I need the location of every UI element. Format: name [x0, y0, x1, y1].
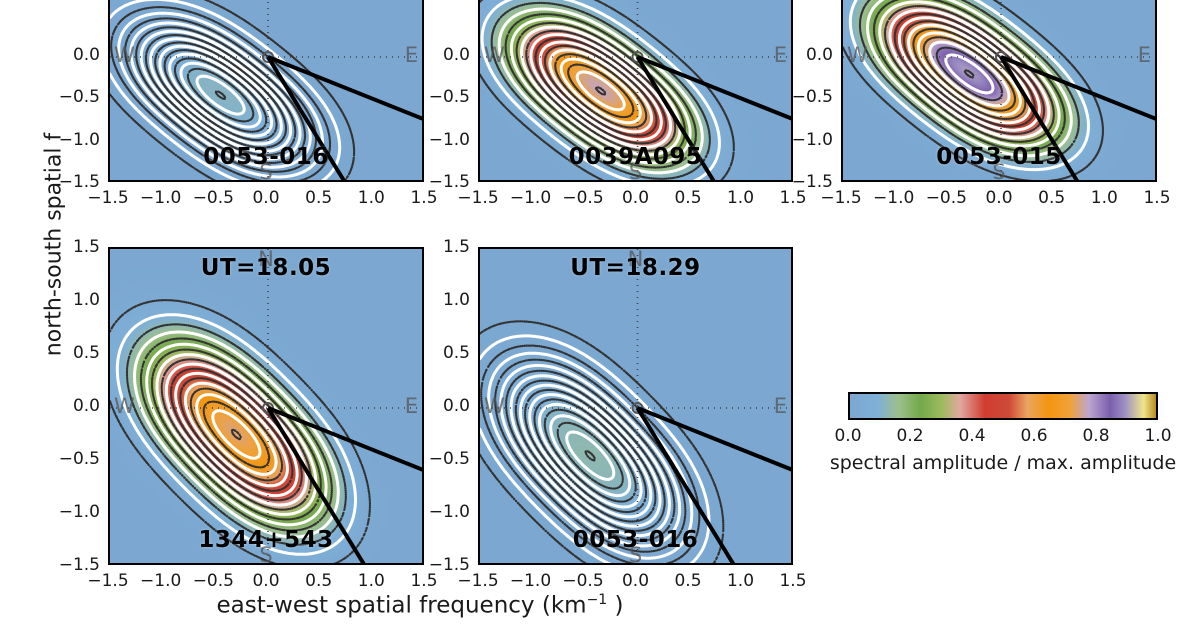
contour-overlay — [480, 249, 791, 563]
x-tick-label: 1.0 — [357, 571, 385, 591]
x-tick-label: −0.5 — [192, 571, 234, 591]
y-tick-label: −1.5 — [428, 172, 470, 192]
x-tick-label: 1.5 — [1143, 188, 1171, 208]
y-tick-label: 0.0 — [442, 45, 470, 65]
y-tick-label: −1.0 — [428, 502, 470, 522]
x-tick-label: −0.5 — [562, 188, 604, 208]
y-tick-label: −1.5 — [428, 555, 470, 575]
y-tick-label: 0.5 — [442, 343, 470, 363]
x-tick-label: −0.5 — [925, 188, 967, 208]
x-tick-label: 0.0 — [621, 188, 650, 208]
x-tick-label: 0.5 — [674, 188, 702, 208]
colorbar-label: spectral amplitude / max. amplitude — [829, 452, 1177, 474]
x-tick-label: 1.0 — [726, 188, 755, 208]
y-tick-label: −1.0 — [428, 129, 470, 150]
x-tick-label: 0.0 — [985, 188, 1013, 208]
x-axis-label-text: east-west spatial frequency (km — [216, 592, 587, 619]
pointer-line — [635, 406, 736, 563]
y-tick-label: 0.0 — [72, 396, 100, 416]
x-tick-label: −0.5 — [192, 188, 234, 208]
y-tick-label: 1.5 — [72, 237, 100, 257]
contour-overlay — [110, 249, 422, 563]
plot-panel-0053-015[interactable]: WENS0053-015 — [841, 0, 1157, 182]
colorbar-tick-label: 0.4 — [958, 426, 986, 446]
pointer-line — [266, 55, 346, 180]
plot-panel-1344+543[interactable]: W E N S UT=18.05 1344+543 — [108, 247, 424, 565]
y-tick-label: −1.0 — [58, 502, 100, 522]
pointer-line — [635, 55, 716, 180]
colorbar-tick-label: 0.0 — [834, 426, 862, 446]
y-tick-label: 0.0 — [442, 396, 470, 416]
y-tick-label: −0.5 — [58, 449, 100, 469]
plot-panel-0053-016[interactable]: WENS0053-016 — [108, 0, 424, 182]
pointer-line — [636, 406, 791, 472]
pointer-line — [1000, 55, 1155, 121]
y-tick-label: −0.5 — [58, 87, 100, 108]
x-tick-label: −0.5 — [562, 571, 604, 591]
y-tick-label: −1.0 — [791, 129, 833, 150]
x-tick-label: 0.5 — [305, 571, 333, 591]
y-tick-label: −1.5 — [791, 172, 833, 192]
colorbar-tick-label: 0.6 — [1020, 426, 1048, 446]
x-tick-label: 1.0 — [357, 188, 385, 208]
x-tick-label: 0.5 — [674, 571, 702, 591]
colorbar-tick-label: 0.8 — [1082, 426, 1110, 446]
x-tick-label: 1.0 — [726, 571, 755, 591]
y-tick-label: 0.5 — [72, 343, 100, 363]
x-tick-label: −1.0 — [873, 188, 915, 208]
x-tick-label: 0.0 — [621, 571, 650, 591]
x-tick-label: 1.5 — [410, 571, 438, 591]
x-tick-label: −1.0 — [140, 188, 182, 208]
x-axis-label-exponent: −1 — [586, 592, 608, 608]
plot-panel-0039a095[interactable]: WENS0039A095 — [478, 0, 793, 182]
x-axis-label: east-west spatial frequency (km−1 ) — [0, 592, 840, 619]
y-tick-label: 0.0 — [72, 45, 100, 65]
x-tick-label: −1.5 — [87, 571, 129, 591]
x-tick-label: 1.5 — [779, 571, 807, 591]
contour-overlay — [843, 0, 1155, 180]
y-tick-label: −1.0 — [58, 129, 100, 150]
plot-panel-0053-016[interactable]: W E N S UT=18.29 0053-016 — [478, 247, 793, 565]
y-tick-label: 1.0 — [72, 290, 100, 310]
contour-overlay — [110, 0, 422, 180]
colorbar-tick-label: 0.2 — [896, 426, 924, 446]
x-axis-label-close: ) — [607, 592, 624, 619]
x-tick-label: −1.5 — [457, 188, 499, 208]
x-tick-label: −1.5 — [87, 188, 129, 208]
x-tick-label: −1.5 — [457, 571, 499, 591]
x-tick-label: 0.5 — [1038, 188, 1066, 208]
y-tick-label: −1.5 — [58, 555, 100, 575]
y-tick-label: −0.5 — [428, 449, 470, 469]
y-tick-label: −1.5 — [58, 172, 100, 192]
x-tick-label: 1.5 — [779, 188, 807, 208]
x-tick-label: 0.5 — [305, 188, 333, 208]
pointer-line — [999, 55, 1079, 180]
contour-overlay — [480, 0, 791, 180]
colorbar-gradient — [848, 392, 1158, 420]
y-tick-label: 0.0 — [805, 45, 833, 65]
pointer-line — [636, 55, 791, 121]
y-tick-label: −0.5 — [428, 87, 470, 108]
y-tick-label: −0.5 — [791, 87, 833, 108]
colorbar-tick-label: 1.0 — [1144, 426, 1172, 446]
y-tick-label: 1.0 — [442, 290, 470, 310]
x-tick-label: 0.0 — [252, 188, 280, 208]
x-tick-label: 1.5 — [410, 188, 438, 208]
y-tick-label: 1.5 — [442, 237, 470, 257]
x-tick-label: −1.0 — [509, 188, 552, 208]
pointer-line — [266, 406, 366, 563]
x-tick-label: −1.0 — [509, 571, 552, 591]
x-tick-label: 1.0 — [1090, 188, 1118, 208]
pointer-line — [267, 406, 422, 472]
x-tick-label: 0.0 — [252, 571, 280, 591]
x-tick-label: −1.0 — [140, 571, 182, 591]
x-tick-label: −1.5 — [820, 188, 862, 208]
pointer-line — [267, 55, 422, 121]
